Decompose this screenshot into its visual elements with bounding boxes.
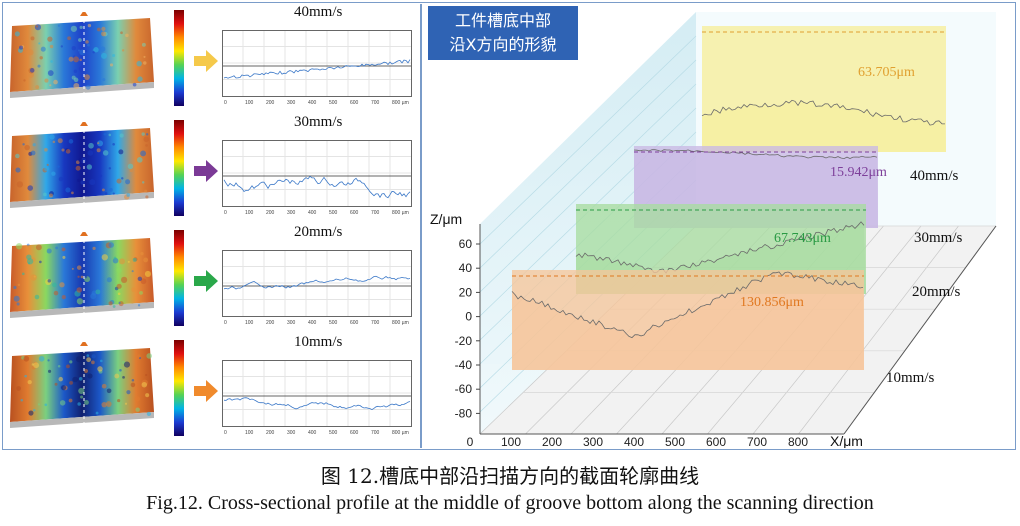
svg-text:0: 0	[224, 320, 227, 326]
layer-speed-label: 30mm/s	[914, 230, 963, 246]
svg-text:0: 0	[224, 210, 227, 216]
svg-text:400: 400	[308, 430, 317, 436]
colorbar	[174, 120, 184, 216]
x-tick-label: 400	[624, 435, 644, 448]
x-tick-label: 200	[542, 435, 562, 448]
svg-text:500: 500	[329, 210, 338, 216]
svg-text:800 µm: 800 µm	[392, 430, 409, 436]
colorbar	[174, 10, 184, 106]
svg-text:600: 600	[350, 320, 359, 326]
profile-layer: 130.856μm	[511, 270, 864, 370]
z-tick-label: 60	[459, 237, 473, 251]
profile-mini-chart: 0 100 200 300 400 500 600 700 800 µm	[222, 140, 412, 216]
svg-text:200: 200	[266, 100, 275, 106]
panel-divider	[420, 4, 422, 448]
svg-text:300: 300	[287, 430, 296, 436]
surface-heatmap	[10, 122, 154, 208]
svg-text:300: 300	[287, 320, 296, 326]
svg-text:700: 700	[371, 100, 380, 106]
z-tick-label: -20	[455, 334, 473, 348]
profile-layer: 63.705μm	[701, 26, 946, 152]
x-tick-label: 600	[706, 435, 726, 448]
speed-row: 20mm/s 0 100 200 300 400 500 600 700 800 µm	[4, 224, 416, 334]
svg-text:600: 600	[350, 100, 359, 106]
svg-text:100: 100	[245, 100, 254, 106]
svg-text:600: 600	[350, 430, 359, 436]
svg-text:800 µm: 800 µm	[392, 210, 409, 216]
x-axis-label: X/μm	[830, 433, 863, 448]
colorbar	[174, 230, 184, 326]
chart-title-box: 工件槽底中部 沿X方向的形貌	[428, 6, 578, 60]
speed-row: 10mm/s 0 100 200 300 400 500 600 700 800 µm	[4, 334, 416, 444]
svg-text:300: 300	[287, 210, 296, 216]
svg-text:600: 600	[350, 210, 359, 216]
svg-text:500: 500	[329, 430, 338, 436]
layer-speed-label: 40mm/s	[910, 168, 959, 184]
speed-row: 30mm/s 0 100 200 300 400 500 600 700 800 µm	[4, 114, 416, 224]
svg-text:0: 0	[224, 100, 227, 106]
speed-row: 40mm/s 0 100 200 300 400 500 600 700 800 µm	[4, 4, 416, 114]
layer-speed-label: 20mm/s	[912, 284, 961, 300]
svg-text:700: 700	[371, 320, 380, 326]
svg-text:800 µm: 800 µm	[392, 100, 409, 106]
svg-text:400: 400	[308, 100, 317, 106]
svg-text:500: 500	[329, 100, 338, 106]
svg-text:800 µm: 800 µm	[392, 320, 409, 326]
height-annotation: 67.743μm	[774, 231, 831, 246]
svg-text:700: 700	[371, 430, 380, 436]
speed-label: 30mm/s	[294, 114, 343, 130]
height-annotation: 63.705μm	[858, 65, 915, 80]
right-arrow-icon	[194, 50, 218, 72]
right-arrow-icon	[194, 270, 218, 292]
surface-heatmap	[10, 232, 154, 318]
speed-label: 10mm/s	[294, 334, 343, 350]
height-annotation: 130.856μm	[740, 295, 804, 310]
right-arrow-icon	[194, 160, 218, 182]
speed-label: 40mm/s	[294, 4, 343, 20]
svg-text:400: 400	[308, 320, 317, 326]
caption-english: Fig.12. Cross-sectional profile at the m…	[146, 492, 874, 514]
svg-text:700: 700	[371, 210, 380, 216]
x-tick-label: 0	[467, 435, 474, 448]
height-annotation: 15.942μm	[830, 165, 887, 180]
svg-text:400: 400	[308, 210, 317, 216]
caption-chinese: 图 12.槽底中部沿扫描方向的截面轮廓曲线	[320, 464, 700, 488]
surface-heatmap	[10, 342, 154, 428]
svg-text:100: 100	[245, 210, 254, 216]
svg-text:200: 200	[266, 430, 275, 436]
right-panel: 60 40 20 0 -20 -40 -60 -80 Z/μm 0 100 200 300 400 500 6…	[424, 4, 1014, 449]
z-tick-label: 0	[465, 310, 472, 324]
colorbar	[174, 340, 184, 436]
svg-text:300: 300	[287, 100, 296, 106]
speed-label: 20mm/s	[294, 224, 343, 240]
svg-text:100: 100	[245, 320, 254, 326]
z-tick-label: -60	[455, 382, 473, 396]
title-line-2: 沿X方向的形貌	[449, 35, 557, 54]
left-panel: 40mm/s 0 100 200 300 400 500 600 700 800 µm 30mm/s…	[4, 4, 416, 448]
svg-text:0: 0	[224, 430, 227, 436]
svg-text:200: 200	[266, 210, 275, 216]
x-tick-label: 800	[788, 435, 808, 448]
profile-mini-chart: 0 100 200 300 400 500 600 700 800 µm	[222, 250, 412, 326]
svg-text:500: 500	[329, 320, 338, 326]
svg-text:200: 200	[266, 320, 275, 326]
svg-text:100: 100	[245, 430, 254, 436]
title-line-1: 工件槽底中部	[454, 11, 551, 30]
layer-speed-label: 10mm/s	[886, 370, 935, 386]
z-axis-label: Z/μm	[430, 211, 462, 227]
z-tick-label: 20	[459, 285, 473, 299]
profile-mini-chart: 0 100 200 300 400 500 600 700 800 µm	[222, 30, 412, 106]
right-arrow-icon	[194, 380, 218, 402]
profile-mini-chart: 0 100 200 300 400 500 600 700 800 µm	[222, 360, 412, 436]
x-tick-label: 700	[747, 435, 767, 448]
x-tick-label: 300	[583, 435, 603, 448]
surface-heatmap	[10, 12, 154, 98]
z-tick-label: -80	[455, 406, 473, 420]
z-tick-label: -40	[455, 358, 473, 372]
x-tick-label: 500	[665, 435, 685, 448]
x-tick-label: 100	[501, 435, 521, 448]
z-tick-label: 40	[459, 261, 473, 275]
